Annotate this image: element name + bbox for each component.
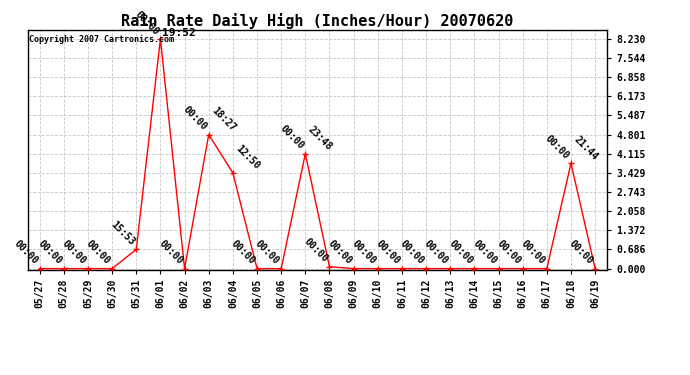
Text: 00:00: 00:00 [36,238,63,266]
Text: 00:00: 00:00 [157,238,184,266]
Text: 00:00: 00:00 [422,238,450,266]
Text: 00:00: 00:00 [446,238,475,266]
Text: 00:00: 00:00 [302,237,330,264]
Text: 19:52: 19:52 [162,27,196,38]
Title: Rain Rate Daily High (Inches/Hour) 20070620: Rain Rate Daily High (Inches/Hour) 20070… [121,13,513,29]
Text: 00:00: 00:00 [229,238,257,266]
Text: 18:27: 18:27 [210,105,238,133]
Text: 00:00: 00:00 [543,133,571,161]
Text: 00:00: 00:00 [277,124,305,152]
Text: 00:00: 00:00 [471,238,498,266]
Text: 15:53: 15:53 [108,219,136,247]
Text: 00:00: 00:00 [374,238,402,266]
Text: 00:00: 00:00 [495,238,523,266]
Text: 00:00: 00:00 [12,238,39,266]
Text: 00:00: 00:00 [398,238,426,266]
Text: 12:50: 12:50 [234,144,262,171]
Text: 00:00: 00:00 [519,238,546,266]
Text: 00:00: 00:00 [132,9,160,37]
Text: 00:00: 00:00 [253,238,282,266]
Text: 00:00: 00:00 [60,238,88,266]
Text: 00:00: 00:00 [326,238,353,266]
Text: 00:00: 00:00 [350,238,378,266]
Text: 23:48: 23:48 [306,124,335,152]
Text: 00:00: 00:00 [181,105,208,132]
Text: Copyright 2007 Cartronics.com: Copyright 2007 Cartronics.com [29,35,174,44]
Text: 21:44: 21:44 [572,134,600,162]
Text: 00:00: 00:00 [84,238,112,266]
Text: 00:00: 00:00 [567,238,595,266]
